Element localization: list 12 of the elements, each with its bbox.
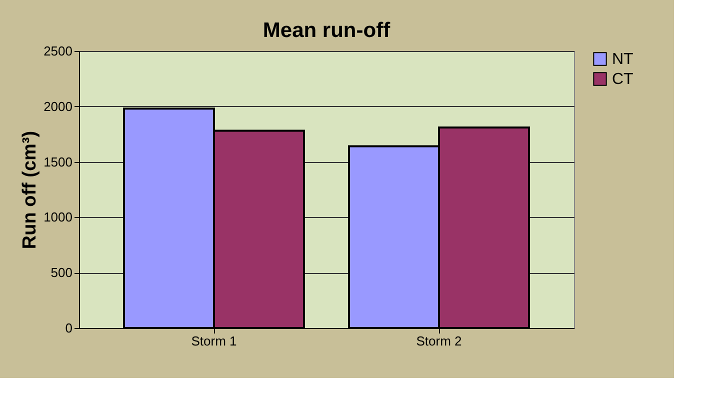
legend-label: CT	[612, 71, 634, 88]
y-tick-label: 1500	[44, 154, 72, 170]
y-tick-label: 500	[50, 265, 72, 280]
x-tick-label: Storm 1	[191, 334, 237, 348]
chart-title: Mean run-off	[262, 19, 392, 42]
x-tick-label: Storm 2	[416, 334, 462, 348]
y-tick-label: 2500	[44, 44, 72, 58]
legend-label: NT	[612, 51, 634, 68]
y-tick-label: 1000	[44, 210, 72, 225]
y-axis-title: Run off (cm³)	[20, 130, 41, 250]
y-tick-label: 2000	[44, 98, 72, 114]
y-tick-label: 0	[65, 320, 72, 336]
